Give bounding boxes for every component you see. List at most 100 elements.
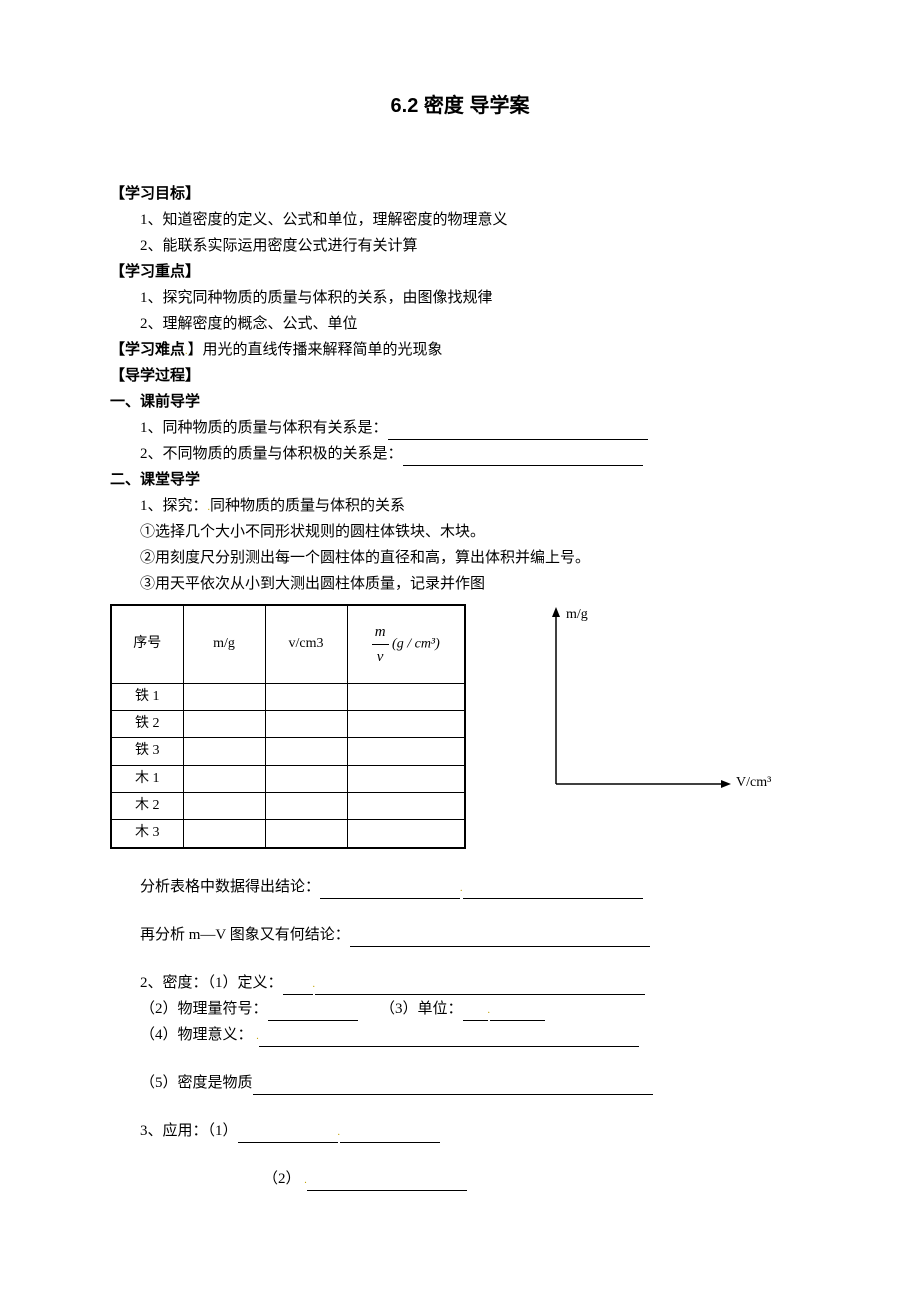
table-cell [183, 710, 265, 737]
table-cell [183, 765, 265, 792]
inclass-line1: 1、探究：.同种物质的质量与体积的关系 [110, 494, 810, 518]
fraction-num: m [372, 620, 389, 645]
page-title: 6.2 密度 导学案 [110, 90, 810, 122]
table-row: 铁 2 [111, 710, 465, 737]
table-cell: 木 1 [111, 765, 183, 792]
goals-header: 【学习目标】 [110, 182, 810, 206]
fraction-den: v [372, 645, 389, 669]
preclass-header: 一、课前导学 [110, 390, 810, 414]
goal-1: 1、知道密度的定义、公式和单位，理解密度的物理意义 [110, 208, 810, 232]
application-1-text: 3、应用：（1） [140, 1123, 238, 1139]
table-cell: 铁 3 [111, 738, 183, 765]
goals-section: 【学习目标】 1、知道密度的定义、公式和单位，理解密度的物理意义 2、能联系实际… [110, 182, 810, 258]
blank-field [253, 1077, 653, 1095]
keypoint-2: 2、理解密度的概念、公式、单位 [110, 312, 810, 336]
table-cell [347, 793, 465, 820]
table-cell: 木 3 [111, 820, 183, 848]
table-row: 铁 1 [111, 683, 465, 710]
difficulty-section: 【学习难点.】用光的直线传播来解释简单的光现象 [110, 338, 810, 362]
density-sym-text: （2）物理量符号： [140, 1001, 268, 1017]
inclass-1a: 1、探究： [140, 498, 208, 514]
table-header-row: 序号 m/g v/cm3 m v (g / cm³) [111, 605, 465, 683]
table-row: 木 3 [111, 820, 465, 848]
unit-text: (g / cm³) [392, 636, 440, 651]
blank-field [490, 1003, 545, 1021]
density-def: 2、密度：（1）定义：. [110, 971, 810, 995]
density-def-text: 2、密度：（1）定义： [140, 975, 283, 991]
table-cell [183, 683, 265, 710]
density-sym-unit: （2）物理量符号： （3）单位：. [110, 997, 810, 1021]
blank-field [238, 1125, 338, 1143]
keypoints-header: 【学习重点】 [110, 260, 810, 284]
density-unit-text: （3）单位： [380, 1001, 463, 1017]
table-cell [347, 765, 465, 792]
table-cell: 木 2 [111, 793, 183, 820]
table-cell [183, 738, 265, 765]
chart-x-label: V/cm³ [736, 772, 771, 794]
table-cell [347, 820, 465, 848]
blank-field [307, 1173, 467, 1191]
analysis-2-text: 再分析 m—V 图象又有何结论： [140, 927, 350, 943]
table-cell [347, 710, 465, 737]
table-header-col1: 序号 [111, 605, 183, 683]
preclass-q1-text: 1、同种物质的质量与体积有关系是： [140, 420, 388, 436]
table-cell: 铁 2 [111, 710, 183, 737]
table-row: 木 1 [111, 765, 465, 792]
preclass-q2: 2、不同物质的质量与体积极的关系是： [110, 442, 810, 466]
table-cell [265, 710, 347, 737]
table-cell [265, 738, 347, 765]
table-cell [265, 765, 347, 792]
blank-field [403, 448, 643, 466]
process-header: 【导学过程】 [110, 364, 810, 388]
inclass-step2: ②用刻度尺分别测出每一个圆柱体的直径和高，算出体积并编上号。 [110, 546, 810, 570]
blank-field [259, 1029, 639, 1047]
inclass-1b: 同种物质的质量与体积的关系 [210, 498, 405, 514]
table-cell [183, 793, 265, 820]
density-meaning-text: （4）物理意义： [140, 1027, 253, 1043]
keypoints-section: 【学习重点】 1、探究同种物质的质量与体积的关系，由图像找规律 2、理解密度的概… [110, 260, 810, 336]
density-meaning: （4）物理意义： . [110, 1023, 810, 1047]
blank-field [320, 881, 460, 899]
density-prop-text: （5）密度是物质 [140, 1075, 253, 1091]
blank-field [350, 929, 650, 947]
blank-field [463, 1003, 488, 1021]
table-chart-row: 序号 m/g v/cm3 m v (g / cm³) 铁 1 铁 2 铁 3 木… [110, 604, 810, 849]
table-row: 木 2 [111, 793, 465, 820]
table-row: 铁 3 [111, 738, 465, 765]
table-cell: 铁 1 [111, 683, 183, 710]
table-cell [265, 683, 347, 710]
table-header-col4: m v (g / cm³) [347, 605, 465, 683]
preclass-q2-text: 2、不同物质的质量与体积极的关系是： [140, 446, 403, 462]
inclass-header: 二、课堂导学 [110, 468, 810, 492]
application-2: （2） . [110, 1167, 810, 1191]
preclass-q1: 1、同种物质的质量与体积有关系是： [110, 416, 810, 440]
difficulty-text: 】用光的直线传播来解释简单的光现象 [188, 342, 443, 358]
table-cell [347, 738, 465, 765]
blank-field [463, 881, 643, 899]
axis-chart: m/g V/cm³ [516, 604, 806, 804]
difficulty-header: 【学习难点 [110, 342, 185, 358]
chart-y-label: m/g [566, 604, 588, 626]
analysis-1: 分析表格中数据得出结论：. [110, 875, 810, 899]
inclass-step1: ①选择几个大小不同形状规则的圆柱体铁块、木块。 [110, 520, 810, 544]
table-cell [347, 683, 465, 710]
table-header-col2: m/g [183, 605, 265, 683]
blank-field [315, 977, 645, 995]
table-cell [183, 820, 265, 848]
fraction-icon: m v [372, 620, 389, 669]
blank-field [340, 1125, 440, 1143]
keypoint-1: 1、探究同种物质的质量与体积的关系，由图像找规律 [110, 286, 810, 310]
application-2-text: （2） [263, 1171, 301, 1187]
blank-field [388, 422, 648, 440]
analysis-1-text: 分析表格中数据得出结论： [140, 879, 320, 895]
blank-field [283, 977, 313, 995]
inclass-step3: ③用天平依次从小到大测出圆柱体质量，记录并作图 [110, 572, 810, 596]
density-prop: （5）密度是物质 [110, 1071, 810, 1095]
table-cell [265, 820, 347, 848]
table-cell [265, 793, 347, 820]
goal-2: 2、能联系实际运用密度公式进行有关计算 [110, 234, 810, 258]
analysis-2: 再分析 m—V 图象又有何结论： [110, 923, 810, 947]
data-table: 序号 m/g v/cm3 m v (g / cm³) 铁 1 铁 2 铁 3 木… [110, 604, 466, 849]
table-header-col3: v/cm3 [265, 605, 347, 683]
application-1: 3、应用：（1）. [110, 1119, 810, 1143]
